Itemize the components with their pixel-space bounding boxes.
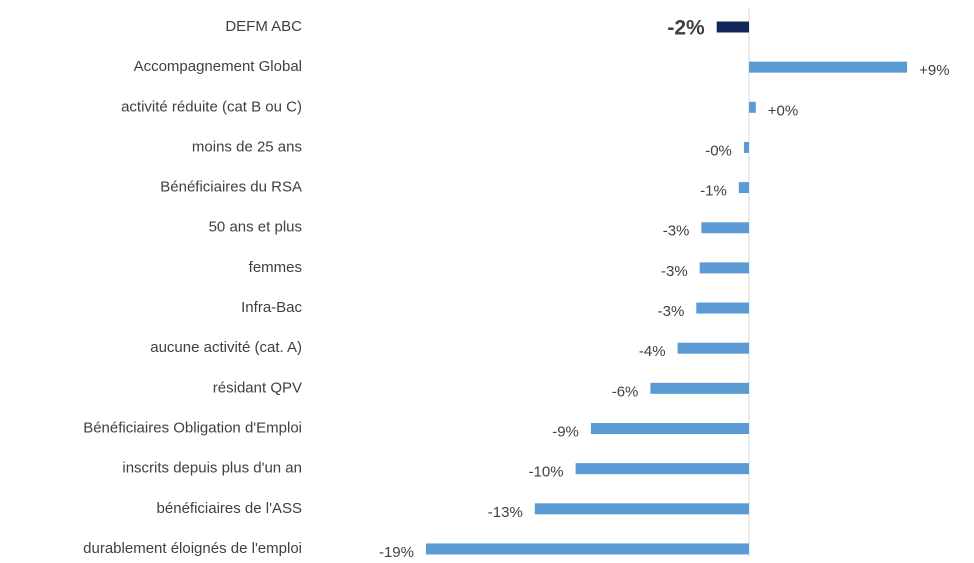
bar xyxy=(650,382,749,394)
bar xyxy=(749,61,908,73)
value-label: -0% xyxy=(705,142,732,159)
category-label: moins de 25 ans xyxy=(192,138,302,155)
category-label: Bénéficiaires Obligation d'Emploi xyxy=(83,419,302,436)
value-label: -3% xyxy=(658,303,685,320)
bar xyxy=(677,342,749,354)
value-label: -2% xyxy=(667,17,705,40)
category-label: Infra-Bac xyxy=(241,299,302,316)
category-label: bénéficiaires de l'ASS xyxy=(157,500,302,517)
value-label: -1% xyxy=(700,183,727,200)
bar xyxy=(699,262,749,274)
value-label: -10% xyxy=(529,464,564,481)
value-label: -13% xyxy=(488,504,523,521)
value-label: -9% xyxy=(552,423,579,440)
category-label: inscrits depuis plus d'un an xyxy=(122,460,302,477)
bar xyxy=(590,423,749,434)
category-label: Bénéficiaires du RSA xyxy=(160,179,302,196)
value-label: -6% xyxy=(612,383,639,400)
bar xyxy=(749,101,756,113)
bar xyxy=(738,182,749,194)
bar xyxy=(534,503,749,515)
category-label: femmes xyxy=(249,259,302,276)
value-label: -19% xyxy=(379,544,414,561)
bar xyxy=(426,543,749,555)
value-label: -3% xyxy=(661,263,688,280)
value-label: -4% xyxy=(639,343,666,360)
category-label: résidant QPV xyxy=(213,379,302,396)
value-label: +0% xyxy=(768,102,798,119)
category-label: activité réduite (cat B ou C) xyxy=(121,98,302,115)
bar xyxy=(701,222,749,234)
category-label: durablement éloignés de l'emploi xyxy=(83,540,302,557)
category-label: Accompagnement Global xyxy=(134,58,302,75)
bar xyxy=(575,463,749,475)
bar xyxy=(716,21,749,33)
bar xyxy=(696,302,749,314)
category-label: DEFM ABC xyxy=(225,18,302,35)
category-label: aucune activité (cat. A) xyxy=(150,339,302,356)
value-label: -3% xyxy=(663,223,690,240)
bar xyxy=(743,141,749,153)
value-label: +9% xyxy=(919,62,949,79)
category-label: 50 ans et plus xyxy=(209,219,302,236)
